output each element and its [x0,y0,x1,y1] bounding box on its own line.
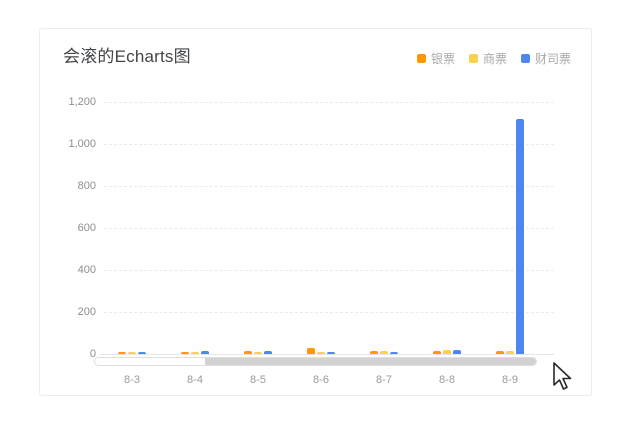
gridline [104,186,554,187]
x-axis-tick-label: 8-6 [313,374,329,386]
y-axis-tick-label: 600 [77,222,96,234]
bar-商票-8-7[interactable] [380,351,388,354]
bar-财司票-8-8[interactable] [453,350,461,354]
gridline [104,228,554,229]
legend-swatch [468,54,478,63]
legend-item-财司票[interactable]: 财司票 [520,50,571,67]
x-axis-tick-label: 8-8 [439,374,455,386]
plot-area: 0 200 400 600 800 1,000 1,200 8-3 8-4 8-5 8-6 8-7 8-… [40,29,593,397]
legend-item-银票[interactable]: 银票 [416,50,455,67]
gridline [104,270,554,271]
gridline [104,312,554,313]
bar-商票-8-4[interactable] [191,352,199,354]
datazoom-window[interactable] [205,358,536,365]
legend-item-商票[interactable]: 商票 [468,50,507,67]
bar-银票-8-7[interactable] [370,351,378,354]
x-axis-tick-label: 8-9 [502,374,518,386]
bar-银票-8-3[interactable] [118,352,126,354]
legend-swatch [520,54,530,63]
bar-财司票-8-5[interactable] [264,351,272,354]
bar-银票-8-6[interactable] [307,348,315,354]
mouse-cursor-icon [552,362,578,397]
y-axis-tick-label: 1,200 [68,96,96,108]
chart-title: 会滚的Echarts图 [63,47,191,66]
bar-商票-8-8[interactable] [443,350,451,354]
x-axis-line [100,354,554,355]
legend-label: 财司票 [534,52,571,66]
legend: 银票 商票 财司票 [416,50,571,67]
bar-财司票-8-6[interactable] [327,352,335,354]
bar-财司票-8-4[interactable] [201,351,209,354]
bar-商票-8-3[interactable] [128,352,136,354]
y-axis-tick-label: 1,000 [68,138,96,150]
chart-card: 会滚的Echarts图 银票 商票 财司票 0 200 400 600 800 1,000 1,… [39,28,592,396]
x-axis-tick-label: 8-5 [250,374,266,386]
gridline [104,144,554,145]
bar-财司票-8-7[interactable] [390,352,398,354]
bar-银票-8-9[interactable] [496,351,504,354]
bar-银票-8-4[interactable] [181,352,189,354]
legend-label: 银票 [430,52,455,66]
gridline [104,102,554,103]
y-axis-tick-label: 200 [77,306,96,318]
bar-银票-8-8[interactable] [433,351,441,354]
bar-财司票-8-3[interactable] [138,352,146,354]
y-axis-tick-label: 800 [77,180,96,192]
x-axis-tick-label: 8-3 [124,374,140,386]
bar-商票-8-9[interactable] [506,351,514,354]
datazoom-slider[interactable] [94,357,537,366]
x-axis-tick-label: 8-4 [187,374,203,386]
bar-财司票-8-9[interactable] [516,119,524,354]
legend-label: 商票 [482,52,507,66]
bar-商票-8-5[interactable] [254,352,262,354]
bar-银票-8-5[interactable] [244,351,252,354]
x-axis-tick-label: 8-7 [376,374,392,386]
legend-swatch [416,54,426,63]
y-axis-tick-label: 0 [89,348,96,360]
y-axis-tick-label: 400 [77,264,96,276]
bar-商票-8-6[interactable] [317,352,325,354]
